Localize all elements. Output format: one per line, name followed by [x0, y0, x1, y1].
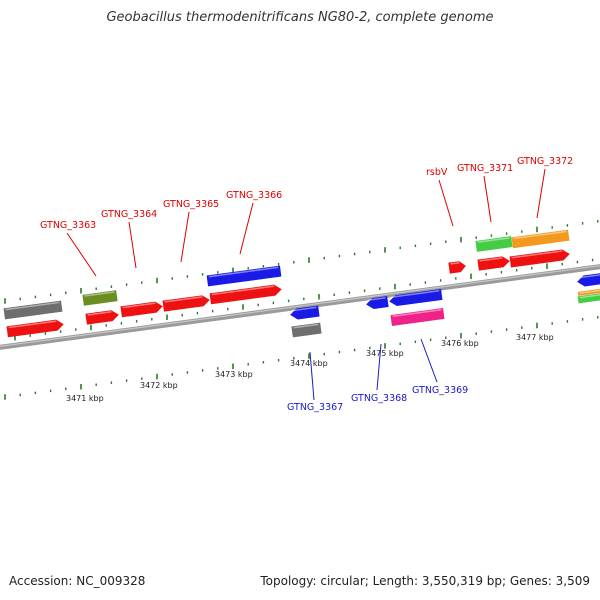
gene-gray-body [3, 300, 63, 320]
labels-layer: 3471 kbp 3472 kbp 3473 kbp 3474 kbp 3475 kbp… [40, 156, 573, 413]
label-leader [438, 179, 454, 227]
label-leader [376, 343, 382, 391]
gene-red-7 [509, 249, 570, 268]
scale-label: 3473 kbp [215, 370, 253, 379]
gene-red-1-body [6, 319, 64, 338]
gene-gray-lower-body [291, 322, 322, 338]
gene-red-4 [162, 295, 210, 312]
gene-label: GTNG_3363 [40, 220, 96, 231]
gene-red-rsbv-shine [450, 261, 460, 265]
gene-blue-lower-1-body [290, 305, 320, 320]
gene-red-3-shine [122, 302, 156, 309]
gene-orange-shine [513, 230, 567, 240]
genome-summary-text: Topology: circular; Length: 3,550,319 bp… [260, 574, 590, 588]
gene-red-6-shine [479, 257, 503, 262]
gene-red-1-shine [8, 320, 57, 329]
gene-blue-lower-1 [290, 305, 320, 320]
gene-orange-body [511, 229, 570, 249]
gene-blue-lower-3-body [389, 289, 443, 307]
gene-label: GTNG_3372 [517, 156, 573, 167]
gene-green-shine [477, 237, 510, 243]
gene-blue-lower-2-shine [367, 297, 386, 301]
gene-blue-upper-body [206, 265, 282, 287]
gene-blue-lower-3 [389, 289, 443, 307]
gene-blue-upper [206, 265, 282, 287]
gene-green-body [475, 236, 513, 252]
scale-label: 3476 kbp [441, 339, 479, 348]
gene-green [475, 236, 513, 252]
label-leader [128, 221, 137, 269]
label-leader [483, 175, 492, 223]
gene-red-4-shine [164, 296, 203, 303]
gene-label: GTNG_3368 [351, 393, 407, 404]
gene-label: GTNG_3366 [226, 190, 282, 201]
gene-red-1 [6, 319, 64, 338]
gene-olive [82, 290, 118, 306]
gene-gray-lower-shine [293, 323, 319, 329]
accession-text: Accession: NC_009328 [9, 574, 146, 588]
gene-gray [3, 300, 63, 320]
gene-gray-lower [291, 322, 322, 338]
gene-red-2 [85, 310, 119, 325]
gene-blue-edge-body [577, 272, 600, 287]
backbone [0, 264, 600, 350]
label-leader [66, 232, 97, 277]
ticks-layer [4, 220, 599, 400]
gene-red-7-shine [511, 250, 563, 259]
scale-label: 3472 kbp [140, 381, 178, 390]
gene-olive-shine [84, 291, 115, 297]
gene-label: rsbV [426, 167, 448, 178]
gene-red-3 [120, 301, 163, 318]
gene-pink-body [390, 308, 445, 326]
label-leader [180, 211, 190, 263]
gene-label: GTNG_3369 [412, 385, 468, 396]
label-leader [239, 202, 254, 255]
scale-label: 3471 kbp [66, 394, 104, 403]
gene-red-6 [477, 256, 510, 271]
gene-pink [390, 308, 445, 326]
gene-red-4-body [162, 295, 210, 312]
gene-red-2-body [85, 310, 119, 325]
gene-blue-lower-1-shine [291, 306, 317, 312]
gene-red-5 [209, 284, 282, 305]
gene-blue-lower-3-shine [390, 290, 440, 299]
scale-label: 3474 kbp [290, 359, 328, 368]
gene-label: GTNG_3367 [287, 402, 343, 413]
gene-gray-shine [5, 301, 60, 311]
gene-blue-lower-2 [366, 296, 389, 309]
gene-label: GTNG_3365 [163, 199, 219, 210]
gene-red-6-body [477, 256, 510, 271]
gene-label: GTNG_3371 [457, 163, 513, 174]
gene-blue-edge [577, 272, 600, 287]
scale-label: 3475 kbp [366, 349, 404, 358]
gene-red-5-shine [211, 285, 275, 296]
gene-red-7-body [509, 249, 570, 268]
gene-red-rsbv-body [448, 261, 466, 274]
genes-layer [3, 229, 600, 338]
gene-pink-shine [392, 309, 442, 318]
gene-blue-upper-shine [208, 266, 279, 278]
gene-red-2-shine [87, 311, 112, 316]
gene-olive-body [82, 290, 118, 306]
label-leader [309, 351, 315, 401]
gene-orange [511, 229, 570, 249]
gene-blue-edge-shine [578, 273, 600, 279]
gene-red-5-body [209, 284, 282, 305]
gene-red-rsbv [448, 261, 466, 274]
gene-green-edge-body [577, 292, 600, 304]
scale-label: 3477 kbp [516, 333, 554, 342]
genome-title: Geobacillus thermodenitrificans NG80-2, … [106, 10, 494, 25]
label-leader [420, 338, 438, 383]
gene-label: GTNG_3364 [101, 209, 157, 220]
gene-red-3-body [120, 301, 163, 318]
gene-blue-lower-2-body [366, 296, 389, 309]
gene-orange-edge-body [577, 288, 600, 296]
label-leader [536, 168, 546, 219]
